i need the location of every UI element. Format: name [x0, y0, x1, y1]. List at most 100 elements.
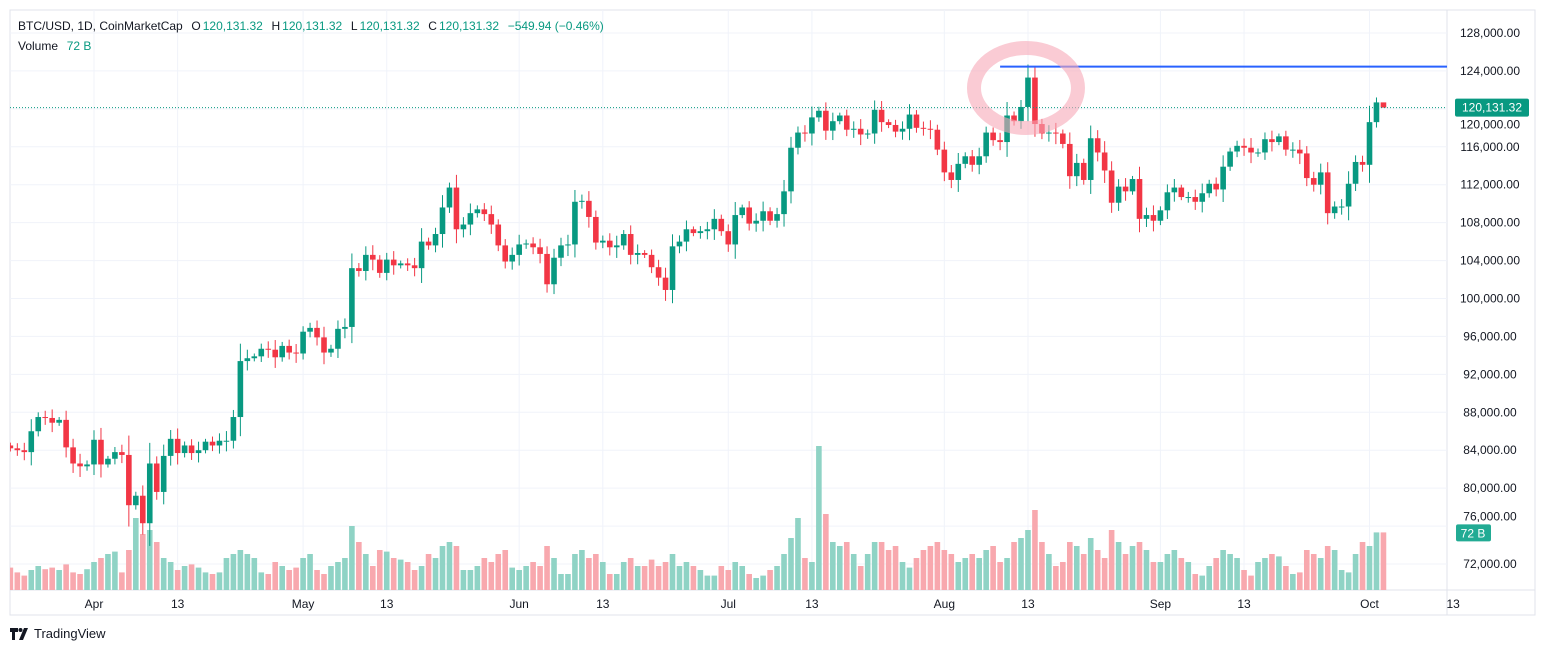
- candle-body: [1067, 143, 1073, 177]
- candle-body: [105, 458, 111, 465]
- high-label: H: [271, 19, 281, 33]
- candle-body: [1018, 106, 1024, 122]
- volume-bar: [63, 564, 69, 590]
- candle-body: [216, 440, 223, 446]
- volume-bar: [328, 566, 334, 590]
- candle-body: [767, 211, 773, 221]
- candle-body: [572, 201, 578, 245]
- candle-body: [781, 191, 787, 215]
- candle-body: [112, 452, 118, 459]
- candle-body: [1129, 179, 1136, 192]
- candle-body: [725, 231, 732, 245]
- candle-body: [223, 440, 230, 442]
- volume-bar: [467, 570, 474, 590]
- candle-body: [613, 245, 620, 248]
- volume-bar: [683, 562, 690, 590]
- candle-body: [383, 259, 390, 273]
- candle-body: [488, 214, 495, 225]
- candle-body: [655, 267, 662, 278]
- chart-frame: [9, 9, 1536, 616]
- candle-body: [1053, 132, 1059, 134]
- candle-body: [927, 128, 934, 130]
- volume-bar: [112, 551, 118, 590]
- volume-bar: [258, 572, 265, 590]
- volume-bar: [948, 554, 955, 590]
- volume-bar: [1185, 562, 1192, 590]
- volume-bar: [704, 575, 711, 590]
- price-tick-label: 76,000.00: [1463, 509, 1517, 523]
- volume-bar: [91, 562, 97, 590]
- time-tick-label: Jun: [509, 597, 528, 611]
- candle-body: [600, 240, 606, 243]
- candle-body: [363, 254, 369, 272]
- volume-bar: [878, 542, 885, 590]
- volume-bar: [293, 567, 299, 590]
- time-tick-label: 13: [596, 597, 610, 611]
- volume-bar: [1122, 554, 1129, 590]
- candle-body: [843, 115, 850, 130]
- candle-body: [823, 110, 829, 131]
- volume-bar: [593, 554, 599, 590]
- volume-bar: [188, 564, 195, 590]
- volume-bar: [342, 558, 348, 590]
- candle-body: [153, 463, 160, 492]
- volume-bar: [843, 542, 850, 590]
- candle-body: [1324, 172, 1331, 214]
- volume-bar: [836, 546, 843, 590]
- candle-body: [390, 259, 397, 266]
- volume-bar: [439, 546, 446, 590]
- candle-body: [850, 128, 857, 130]
- volume-bar: [864, 554, 871, 590]
- volume-bar: [146, 530, 153, 590]
- volume-bar: [314, 570, 320, 590]
- candle-body: [955, 163, 962, 180]
- candle-body: [181, 445, 188, 454]
- volume-bar: [1234, 558, 1240, 590]
- candle-body: [899, 128, 906, 132]
- volume-bar: [397, 559, 404, 590]
- candle-body: [376, 259, 383, 273]
- time-tick-label: Oct: [1360, 597, 1379, 611]
- volume-bar: [10, 567, 14, 590]
- volume-bar: [1297, 572, 1303, 590]
- candle-body: [10, 445, 14, 449]
- tradingview-logo[interactable]: TradingView: [10, 626, 106, 641]
- candle-body: [941, 149, 948, 173]
- candle-body: [28, 431, 35, 453]
- volume-bar: [753, 578, 759, 590]
- candle-body: [1108, 170, 1115, 203]
- volume-bar: [174, 570, 181, 590]
- volume-bar: [1094, 550, 1101, 590]
- volume-bar: [530, 562, 536, 590]
- candle-body: [544, 253, 550, 285]
- volume-value: 72 B: [66, 39, 92, 53]
- candle-body: [1032, 77, 1038, 125]
- candle-body: [523, 243, 529, 245]
- candle-body: [1157, 210, 1164, 221]
- volume-bar: [697, 570, 704, 590]
- candle-body: [195, 450, 202, 454]
- candle-body: [774, 214, 780, 221]
- candle-body: [139, 495, 146, 524]
- candle-body: [1310, 178, 1317, 185]
- candle-body: [920, 127, 927, 129]
- volume-bar: [35, 566, 42, 590]
- volume-bar: [523, 566, 529, 590]
- close-value: 120,131.32: [438, 19, 500, 33]
- candle-body: [432, 234, 439, 246]
- symbol-label[interactable]: BTC/USD, 1D, CoinMarketCap: [18, 19, 183, 33]
- volume-bar: [600, 562, 606, 590]
- last-volume-badge: [1456, 524, 1491, 542]
- volume-bar: [216, 572, 223, 590]
- volume-bar: [474, 566, 481, 590]
- candle-body: [1164, 192, 1171, 211]
- volume-bar: [376, 550, 383, 590]
- volume-bar: [927, 546, 934, 590]
- volume-bar: [202, 572, 209, 590]
- volume-bar: [153, 542, 160, 590]
- candle-body: [258, 348, 265, 357]
- volume-bar: [119, 572, 125, 590]
- volume-bar: [1032, 510, 1038, 590]
- last-volume-label: 72 B: [1461, 526, 1486, 540]
